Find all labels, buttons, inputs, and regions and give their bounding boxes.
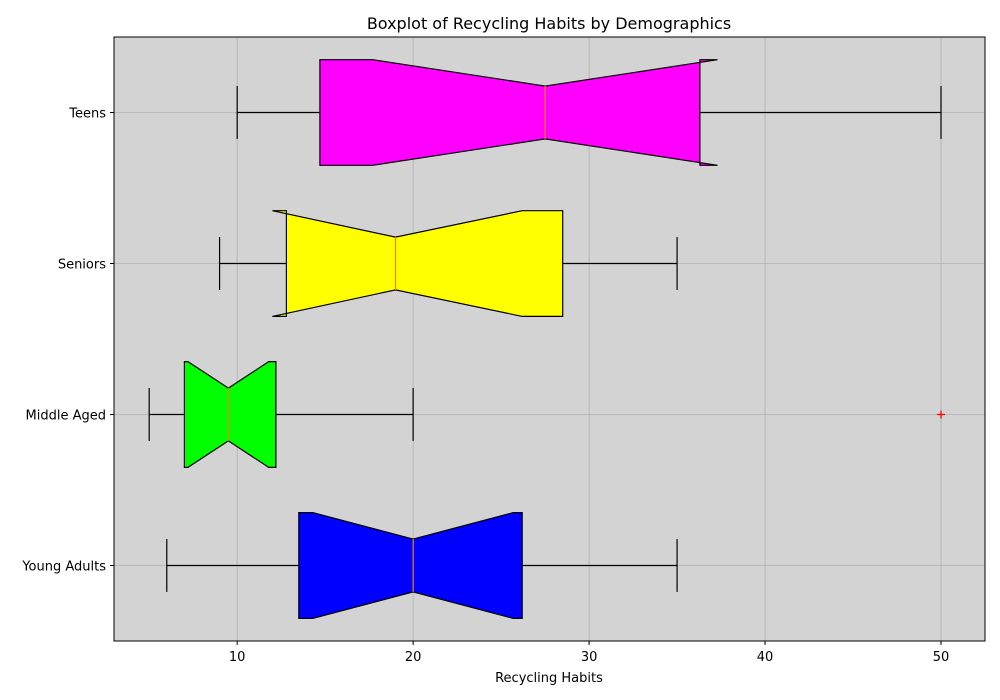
chart-title: Boxplot of Recycling Habits by Demograph… xyxy=(367,14,731,33)
y-tick-label: Young Adults xyxy=(21,560,106,575)
box-seniors xyxy=(218,210,678,317)
outlier-point xyxy=(937,410,946,419)
x-tick-label: 10 xyxy=(229,650,246,665)
box-body xyxy=(319,59,718,166)
x-tick-label: 40 xyxy=(757,650,774,665)
box-young-adults xyxy=(166,511,678,620)
y-tick-label: Middle Aged xyxy=(26,409,106,424)
box-body xyxy=(272,210,564,317)
x-tick-label: 30 xyxy=(581,650,598,665)
boxes xyxy=(148,59,946,620)
box-teens xyxy=(236,59,942,166)
x-tick-label: 20 xyxy=(405,650,422,665)
x-axis-label: Recycling Habits xyxy=(495,671,603,686)
y-tick-label: Teens xyxy=(68,107,106,122)
box-body xyxy=(298,511,523,620)
x-axis-ticks: 10 20 30 40 50 xyxy=(229,641,949,665)
x-tick-label: 50 xyxy=(933,650,950,665)
box-middle-aged xyxy=(148,361,946,468)
plot-frame xyxy=(113,36,986,642)
box-body xyxy=(183,361,277,468)
y-tick-label: Seniors xyxy=(58,258,106,273)
y-axis-ticks: Young Adults Middle Aged Seniors Teens xyxy=(21,107,114,575)
